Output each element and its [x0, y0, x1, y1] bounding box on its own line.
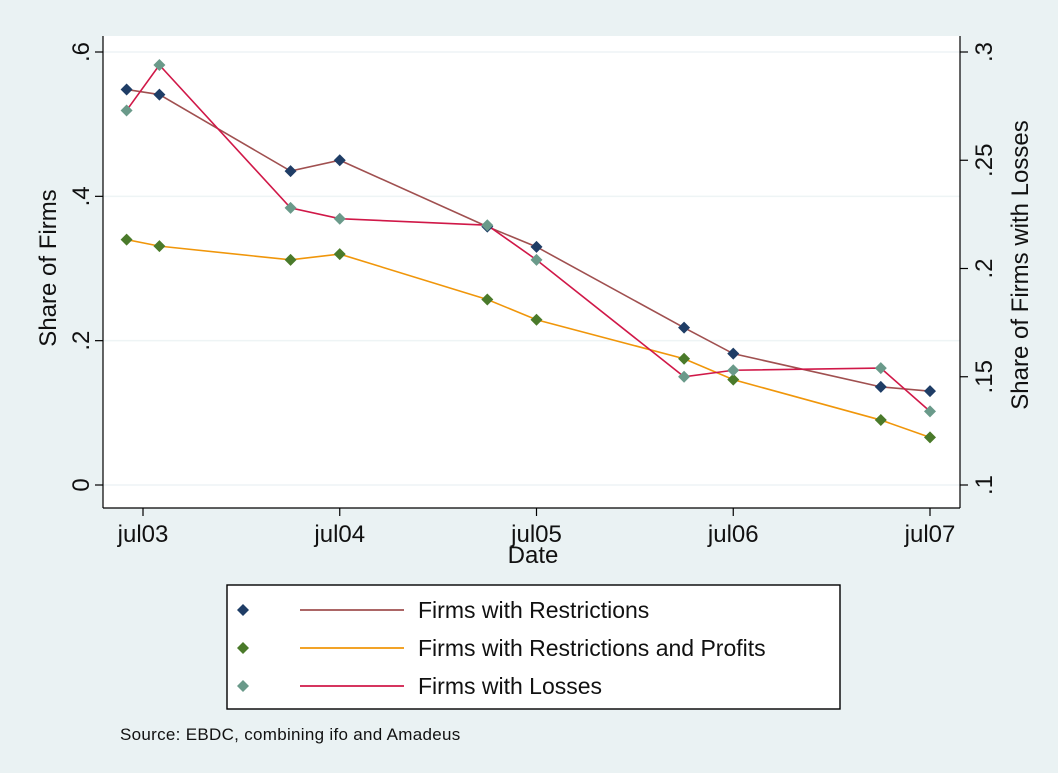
data-point-marker: [727, 373, 740, 386]
axis-ticks: 0 .2 .4 .6 .1 .15 .2 .25 .3 jul03 jul04 jul05 jul06 j…: [68, 42, 998, 548]
legend: Firms with Restrictions Firms with Restri…: [226, 584, 841, 710]
x-tick-label: jul05: [510, 521, 562, 548]
series-line: [125, 63, 931, 412]
data-point-marker: [284, 165, 297, 178]
left-y-tick-label: .4: [68, 186, 95, 206]
left-y-axis-title: Share of Firms: [35, 189, 62, 346]
data-point-marker: [530, 240, 543, 253]
series-markers: [120, 58, 936, 444]
left-y-tick-label: 0: [68, 478, 95, 491]
x-tick-label: jul06: [707, 521, 759, 548]
data-point-marker: [333, 154, 346, 167]
x-tick-label: jul04: [313, 521, 365, 548]
legend-marker: [237, 680, 249, 692]
grid-lines: [103, 51, 960, 486]
right-y-tick-label: .2: [971, 258, 998, 278]
legend-box: [226, 584, 841, 710]
series-line: [126, 238, 931, 439]
data-point-marker: [120, 233, 133, 246]
data-point-marker: [874, 362, 887, 375]
legend-label: Firms with Restrictions: [418, 597, 649, 623]
data-point-marker: [678, 352, 691, 365]
series-lines: [125, 63, 931, 439]
left-y-tick-label: .2: [68, 331, 95, 351]
right-y-tick-label: .25: [971, 144, 998, 177]
data-point-marker: [874, 414, 887, 427]
source-note: Source: EBDC, combining ifo and Amadeus: [120, 725, 461, 744]
right-y-tick-label: .1: [971, 475, 998, 495]
series-line: [126, 88, 931, 392]
data-point-marker: [481, 219, 494, 232]
data-point-marker: [924, 405, 936, 418]
left-y-tick-label: .6: [68, 42, 95, 62]
x-tick-label: jul03: [117, 521, 169, 548]
data-point-marker: [678, 370, 691, 383]
data-point-marker: [153, 88, 166, 101]
data-point-marker: [153, 240, 166, 253]
data-point-marker: [727, 347, 740, 360]
data-point-marker: [481, 293, 494, 306]
data-point-marker: [284, 253, 297, 266]
data-point-marker: [924, 385, 936, 398]
data-point-marker: [874, 380, 887, 393]
legend-label: Firms with Restrictions and Profits: [418, 635, 766, 661]
plot-area: [103, 36, 960, 508]
data-point-marker: [153, 58, 166, 71]
data-point-marker: [120, 104, 133, 117]
data-point-marker: [678, 321, 691, 334]
right-y-axis-title: Share of Firms with Losses: [1007, 120, 1034, 409]
right-y-tick-label: .3: [971, 42, 998, 62]
data-point-marker: [530, 313, 543, 326]
x-axis-title: Date: [508, 542, 559, 569]
data-point-marker: [924, 431, 936, 444]
x-tick-label: jul07: [904, 521, 956, 548]
right-y-tick-label: .15: [971, 360, 998, 393]
legend-label: Firms with Losses: [418, 673, 602, 699]
data-point-marker: [284, 201, 297, 214]
data-point-marker: [727, 364, 740, 377]
legend-marker: [237, 604, 249, 616]
legend-marker: [237, 642, 249, 654]
data-point-marker: [333, 212, 346, 225]
data-point-marker: [120, 83, 133, 96]
data-point-marker: [333, 248, 346, 261]
data-point-marker: [530, 253, 543, 266]
